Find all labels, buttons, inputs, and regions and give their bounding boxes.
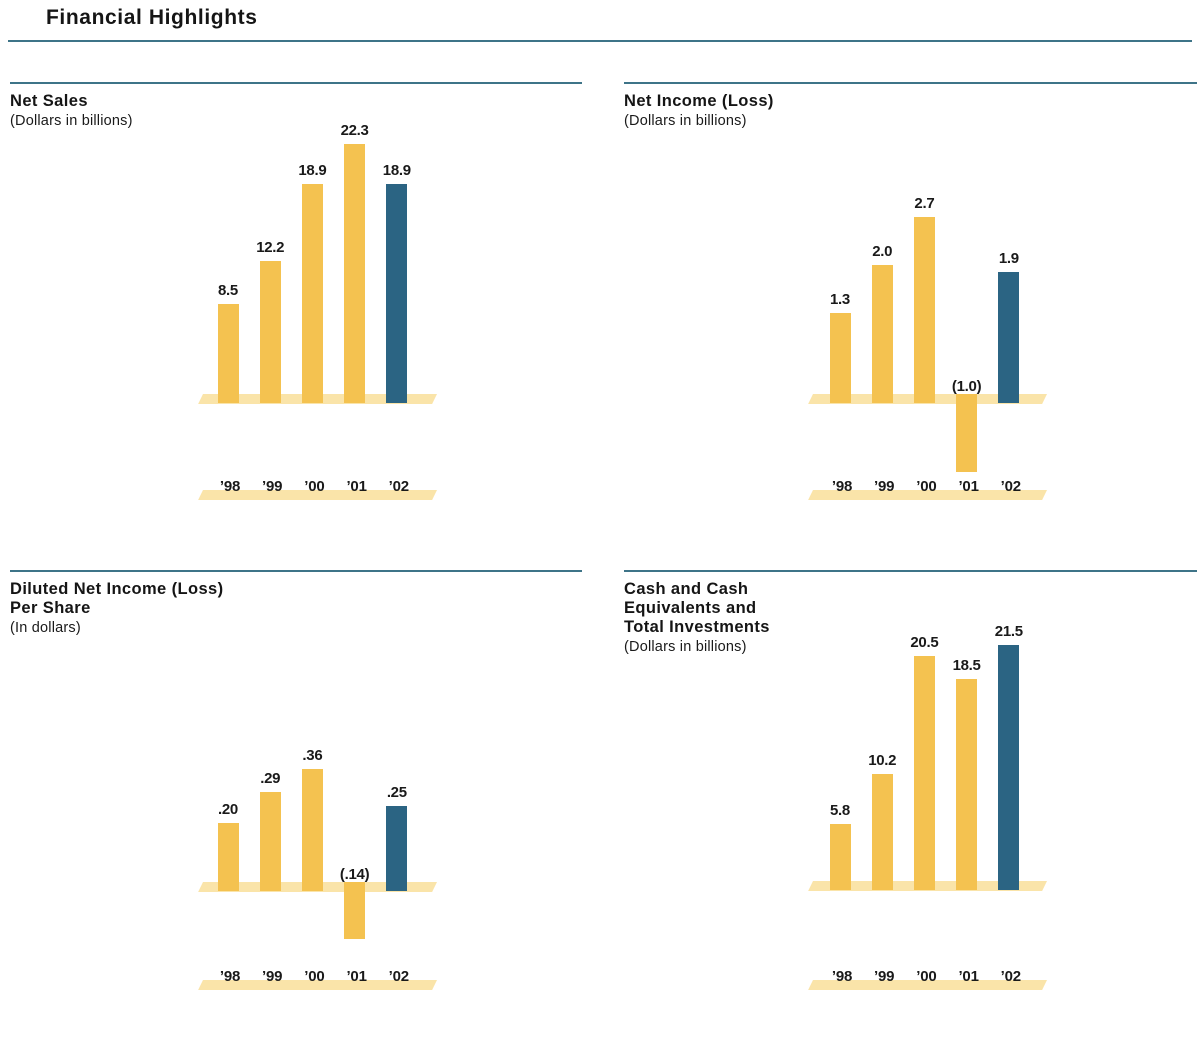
year-label-98: ’98 [831,478,853,495]
value-label-01: (1.0) [951,378,982,395]
bar-01 [956,679,978,890]
year-label-00: ’00 [304,478,325,495]
panel-rule [10,570,582,572]
chart-subtitle: (Dollars in billions) [624,113,747,129]
bar-01 [344,144,366,403]
year-label-02: ’02 [1000,968,1021,985]
year-label-01: ’01 [346,968,367,985]
year-label-02: ’02 [388,478,409,495]
bar-99 [871,265,893,403]
bar-99 [871,774,893,890]
year-label-01: ’01 [958,968,979,985]
value-label-00: 2.7 [914,195,935,212]
year-label-99: ’99 [874,968,895,985]
value-label-98: .20 [218,801,238,818]
bar-01 [344,882,366,939]
year-label-99: ’99 [874,478,895,495]
value-label-98: 8.5 [218,282,238,299]
bar-98 [217,304,239,403]
chart-subtitle: (Dollars in billions) [624,639,747,655]
value-label-00: .36 [302,747,323,764]
year-label-99: ’99 [262,968,283,985]
value-label-99: .29 [260,770,281,787]
page-title: Financial Highlights [46,6,258,29]
bar-00 [913,217,935,403]
year-label-98: ’98 [219,968,241,985]
value-label-99: 10.2 [868,752,897,769]
bar-99 [259,792,281,891]
chart-title: Total Investments [624,618,770,636]
year-label-02: ’02 [1000,478,1021,495]
chart-title: Per Share [10,599,91,617]
value-label-01: 22.3 [340,122,369,139]
bar-00 [913,656,935,890]
value-label-98: 1.3 [830,291,850,308]
bar-01 [956,394,978,472]
bar-99 [259,261,281,403]
panel-rule [624,570,1197,572]
header-rule [8,40,1192,42]
value-label-98: 5.8 [830,802,850,819]
panel-rule [624,82,1197,84]
panel-rule [10,82,582,84]
bar-02 [386,184,408,403]
year-label-98: ’98 [219,478,241,495]
value-label-00: 20.5 [910,634,939,651]
bar-98 [829,313,851,403]
bar-98 [217,823,239,891]
year-label-99: ’99 [262,478,283,495]
year-label-98: ’98 [831,968,853,985]
bar-02 [386,806,408,891]
value-label-00: 18.9 [298,162,327,179]
year-label-00: ’00 [304,968,325,985]
chart-subtitle: (Dollars in billions) [10,113,133,129]
year-label-01: ’01 [958,478,979,495]
bar-00 [301,184,323,403]
year-label-01: ’01 [346,478,367,495]
bar-00 [301,769,323,891]
bar-02 [998,272,1020,403]
year-label-02: ’02 [388,968,409,985]
year-label-00: ’00 [916,478,937,495]
year-label-00: ’00 [916,968,937,985]
value-label-01: 18.5 [952,657,981,674]
chart-title: Net Sales [10,92,88,110]
chart-subtitle: (In dollars) [10,620,81,636]
chart-title: Diluted Net Income (Loss) [10,580,224,598]
value-label-99: 2.0 [872,243,893,260]
value-label-02: 1.9 [998,250,1019,267]
chart-title: Net Income (Loss) [624,92,774,110]
value-label-02: 21.5 [994,623,1023,640]
value-label-99: 12.2 [256,239,285,256]
chart-title: Cash and Cash [624,580,749,598]
value-label-02: 18.9 [382,162,411,179]
bar-02 [998,645,1020,890]
value-label-02: .25 [386,784,407,801]
chart-title: Equivalents and [624,599,757,617]
value-label-01: (.14) [339,866,370,883]
bar-98 [829,824,851,890]
